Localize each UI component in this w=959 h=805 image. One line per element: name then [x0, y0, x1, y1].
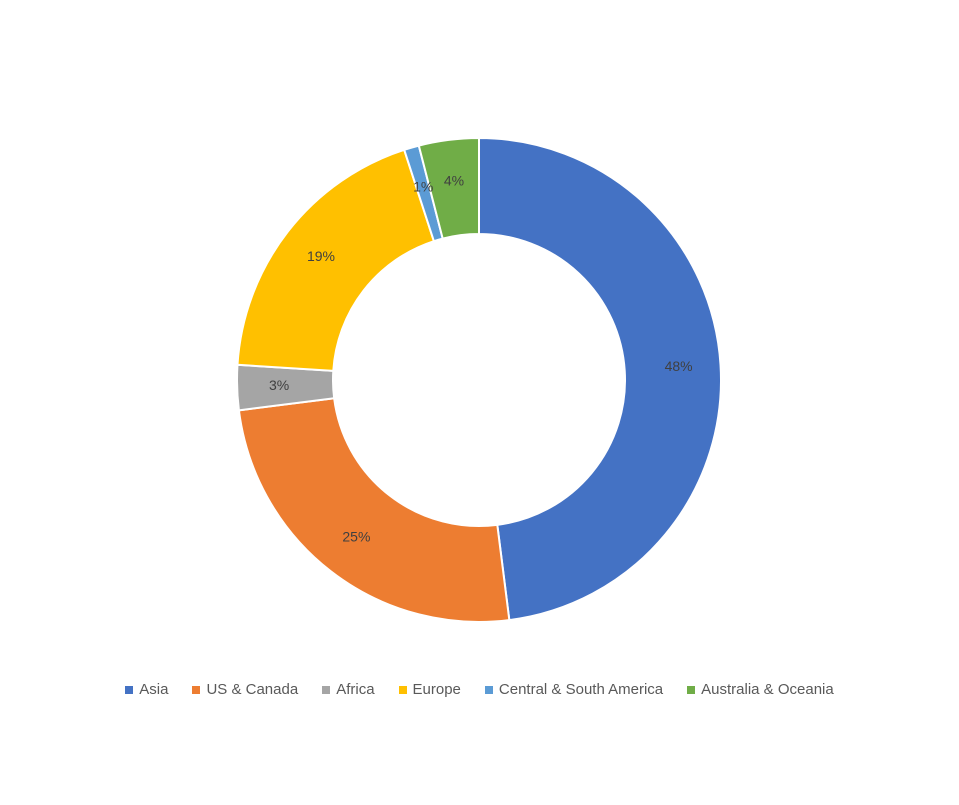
slices-group	[236, 136, 722, 623]
data-labels-group: 48% 25% 3% 19% 1% 4%	[269, 172, 693, 544]
legend-swatch-africa	[322, 685, 331, 694]
legend-swatch-asia	[125, 685, 134, 694]
slice-australia-and-oceania	[417, 136, 480, 240]
legend-swatch-central-and-south-america	[484, 685, 493, 694]
data-label-central-and-south-america: 1%	[413, 179, 433, 195]
slice-europe	[236, 148, 436, 372]
legend-item-us-and-canada: US & Canada	[192, 681, 298, 698]
legend-item-asia: Asia	[125, 681, 168, 698]
legend-swatch-europe	[398, 685, 407, 694]
legend-item-africa: Africa	[322, 681, 375, 698]
legend-label: Australia & Oceania	[701, 681, 834, 698]
legend-label: Africa	[336, 681, 375, 698]
legend-item-australia-and-oceania: Australia & Oceania	[687, 681, 834, 698]
data-label-asia: 48%	[665, 358, 693, 374]
data-label-us-and-canada: 25%	[342, 529, 370, 545]
slice-asia	[478, 136, 722, 622]
slice-us-and-canada	[237, 397, 511, 623]
legend-swatch-us-and-canada	[192, 685, 201, 694]
legend-swatch-australia-and-oceania	[687, 685, 696, 694]
legend: Asia US & Canada Africa Europe Central & Sou…	[0, 681, 959, 698]
data-label-africa: 3%	[269, 377, 289, 393]
legend-label: Central & South America	[498, 681, 664, 698]
legend-label: Asia	[139, 681, 169, 698]
legend-label: Europe	[412, 681, 461, 698]
legend-item-central-and-south-america: Central & South America	[484, 681, 664, 698]
legend-label: US & Canada	[206, 681, 299, 698]
data-label-europe: 19%	[307, 248, 335, 264]
legend-item-europe: Europe	[398, 681, 461, 698]
data-label-australia-and-oceania: 4%	[444, 172, 464, 188]
